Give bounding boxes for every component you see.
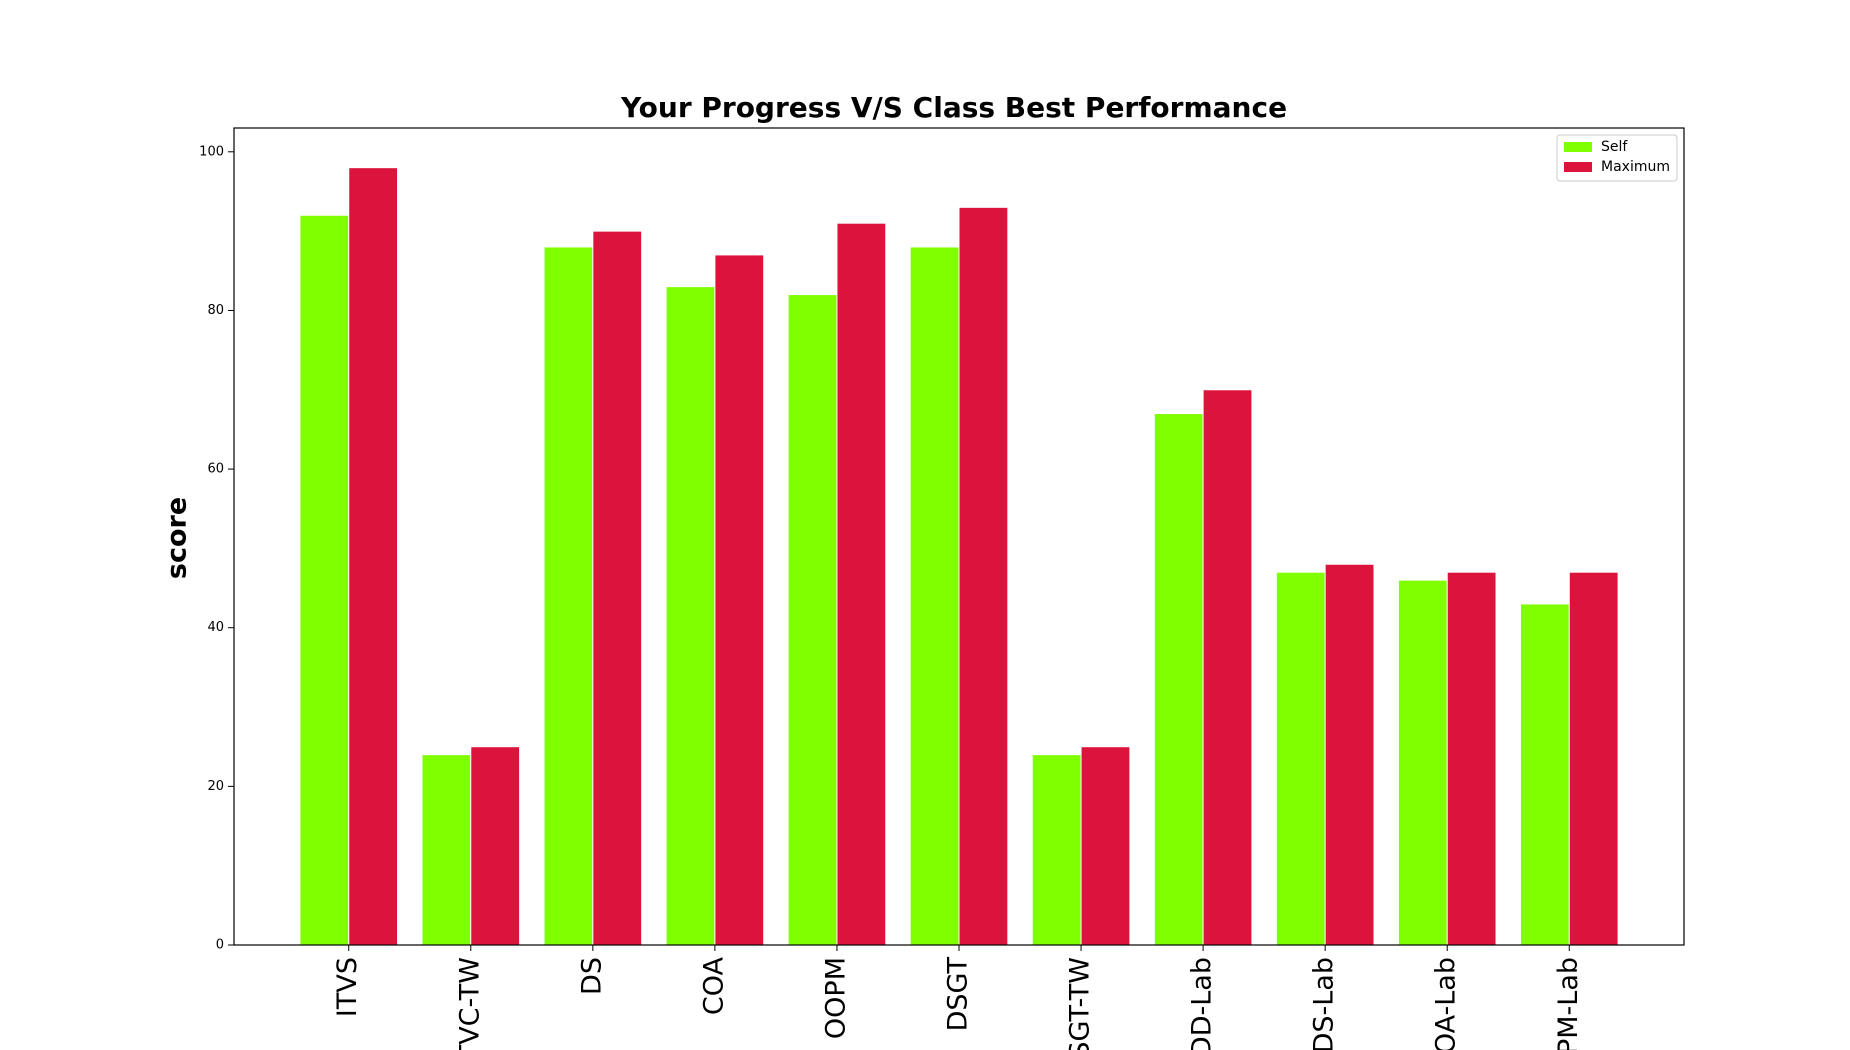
bar: [299, 214, 350, 946]
x-tick-label: DD-Lab: [1187, 957, 1218, 1050]
bar: [1080, 746, 1131, 946]
bar: [592, 230, 643, 946]
bar: [714, 254, 765, 946]
legend-label: Maximum: [1601, 159, 1670, 175]
bar: [909, 246, 960, 946]
x-tick-label: DS-Lab: [1309, 957, 1340, 1050]
y-tick-label: 40: [207, 620, 224, 635]
bar: [665, 286, 716, 946]
bar: [470, 746, 521, 946]
bar: [543, 246, 594, 946]
x-tick-label: PM-Lab: [1553, 957, 1584, 1050]
y-tick-label: 60: [207, 462, 224, 477]
y-tick-label: 80: [207, 303, 224, 318]
bar: [421, 754, 472, 946]
y-tick-label: 100: [199, 144, 224, 159]
x-tick-label: ITVS: [332, 957, 363, 1017]
bar: [1202, 389, 1253, 946]
y-tick-label: 20: [207, 779, 224, 794]
y-tick-label: 0: [216, 938, 224, 953]
y-axis-label: score: [162, 497, 193, 579]
bar: [958, 206, 1009, 946]
legend-label: Self: [1601, 139, 1628, 155]
x-tick-label: COA-Lab: [1431, 957, 1462, 1050]
bar: [1568, 571, 1619, 946]
x-tick-label: TVC-TW: [454, 957, 485, 1050]
legend: Self Maximum: [1556, 134, 1678, 182]
x-tick-label: DSGT: [943, 957, 974, 1032]
legend-swatch: [1564, 142, 1592, 152]
bar: [1275, 571, 1326, 946]
bar: [1324, 563, 1375, 946]
bar: [1446, 571, 1497, 946]
x-tick-label: DS: [576, 957, 607, 995]
x-tick-label: SGT-TW: [1065, 957, 1096, 1050]
bar: [1519, 603, 1570, 946]
bar: [836, 222, 887, 946]
legend-swatch: [1564, 162, 1592, 172]
bar: [787, 294, 838, 946]
bar: [1031, 754, 1082, 946]
chart-title: Your Progress V/S Class Best Performance: [620, 91, 1287, 124]
x-tick-label: COA: [698, 956, 729, 1015]
bar: [348, 167, 399, 946]
x-tick-label: OOPM: [820, 957, 851, 1039]
bar: [1153, 413, 1204, 946]
bar: [1397, 579, 1448, 946]
